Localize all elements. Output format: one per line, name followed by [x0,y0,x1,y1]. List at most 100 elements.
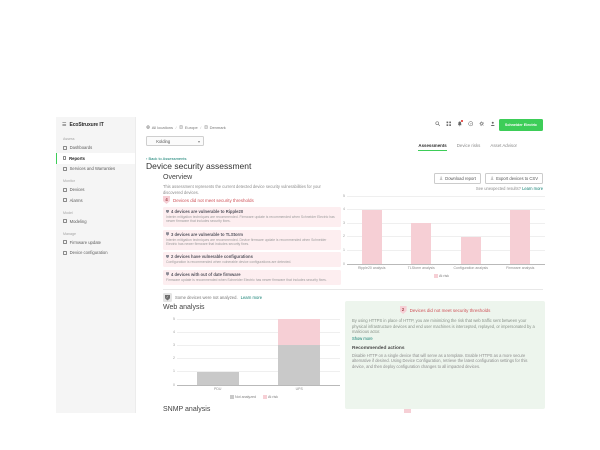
finding-item[interactable]: 4 devices are vulnerable to Ripple20 Inte… [163,207,341,227]
legend-label: Not analyzed [235,395,256,399]
tab-device-risks[interactable]: Device risks [456,143,481,148]
gridline [347,236,545,237]
bar-segment-at-risk [460,236,481,264]
finding-title-text: 4 devices with out of date firmware [171,271,241,277]
sidebar-item-label: Services and Warranties [69,166,116,172]
download-report-button[interactable]: Download report [433,173,481,184]
section-divider [163,289,543,290]
web-risk-badge[interactable]: 2 Devices did not meet security threshol… [352,306,538,314]
legend-entry-not-analyzed: Not analyzed [230,395,256,399]
x-tick-label: UPS [295,387,303,391]
finding-description: Interim mitigation techniques are recomm… [166,237,327,246]
gridline [177,371,340,372]
not-analyzed-text: Some devices were not analyzed. [175,295,238,300]
finding-item[interactable]: 3 devices are vulnerable to TLStorm Inter… [163,229,341,250]
unexpected-results-text: See unexpected results? [475,186,521,191]
legend-swatch [263,395,267,399]
bar-segment-at-risk [361,209,382,264]
overview-heading: Overview [163,174,193,181]
user-icon[interactable] [490,121,496,127]
x-tick-label: Ripple20 analysis [358,266,386,270]
snmp-analysis-heading: SNMP analysis [163,406,211,413]
gridline [347,195,545,196]
schneider-logo[interactable]: Schneider Electric [499,119,543,131]
bar-segment-not-analyzed [196,371,239,385]
gridline [177,318,340,319]
gridline [177,344,340,346]
not-analyzed-link[interactable]: Learn more [240,295,263,300]
sidebar-item-device-configuration[interactable]: Device configuration [56,248,135,259]
legend-swatch [230,395,234,399]
gray-shield-icon: ✓ [165,294,170,301]
finding-description: Interim mitigation techniques are recomm… [166,215,335,224]
sidebar-item-services-and-warranties[interactable]: Services and Warranties [56,164,135,175]
sidebar-item-devices[interactable]: Devices [56,185,135,196]
sidebar-item-modeling[interactable]: Modeling [56,216,135,227]
action-buttons: Download report Export devices to CSV [433,173,543,184]
gridline [177,384,340,385]
help-icon[interactable]: ? [467,121,474,127]
finding-item[interactable]: 4 devices with out of date firmware Firmw… [163,269,341,285]
breadcrumb-label: All locations [151,125,174,130]
tab-asset-advisor[interactable]: Asset Advisor [490,143,517,148]
findings-list: 4 devices are vulnerable to Ripple20 Inte… [163,207,341,287]
location-select-value: Kolding [156,138,171,144]
web-analysis-chart: 0 1 2 3 4 5 PDU UPS Not analyzed At risk [168,317,340,399]
app-logo: EcoStruxure IT [69,122,104,128]
sidebar-item-alarms[interactable]: Alarms [56,195,135,206]
sidebar-item-firmware-update[interactable]: Firmware update [56,237,135,248]
device-configuration-icon [63,250,67,255]
services-icon [63,166,67,171]
overview-risk-badge[interactable]: 4 Devices did not meet security threshol… [163,196,254,204]
y-tick-label: 0 [343,261,345,266]
y-tick-label: 3 [173,342,175,347]
firmware-update-icon [63,240,67,245]
sidebar-item-label: Devices [69,187,85,193]
search-icon[interactable] [434,121,441,127]
tab-assessments[interactable]: Assessments [418,143,447,151]
page-title: Device security assessment [146,161,252,171]
location-select[interactable]: Kolding ▾ [146,136,204,146]
overview-risk-label[interactable]: Devices did not meet security thresholds [173,197,254,203]
export-csv-button[interactable]: Export devices to CSV [484,173,543,184]
modeling-icon [63,219,67,224]
web-risk-label[interactable]: Devices did not meet security thresholds [409,307,491,313]
nav-group-label-assess: Assess [63,137,75,141]
nav-group-label-monitor: Monitor [63,179,75,183]
back-link[interactable]: ‹ Back to Assessments [146,156,187,161]
bars [177,319,340,385]
settings-icon[interactable] [478,121,485,127]
breadcrumb-item-all-locations[interactable]: All locations [146,125,173,130]
menu-icon[interactable]: ☰ [62,121,67,128]
not-analyzed-chip: ✓ [163,293,172,302]
legend-swatch [434,274,438,278]
finding-item[interactable]: 2 devices have vulnerable configurations… [163,252,341,267]
notifications-icon[interactable] [457,120,463,127]
download-report-label: Download report [445,176,476,181]
risk-shield-icon: 4 [163,196,170,204]
main-content: All locations / Europe / Denmark ? Schneider… [136,117,545,413]
nav-group-label-manage: Manage [63,231,76,236]
unexpected-results-link[interactable]: Learn more [522,186,543,191]
sidebar-item-reports[interactable]: Reports [56,153,135,164]
breadcrumb-label: Denmark [209,125,226,130]
apps-icon[interactable] [446,121,452,127]
breadcrumb-item-denmark[interactable]: Denmark [204,125,226,130]
x-axis-labels: PDU UPS [177,387,340,391]
y-tick-label: 3 [343,220,345,225]
building-icon [204,125,208,130]
bar-pdu [196,319,239,385]
notification-badge [460,120,463,123]
show-more-link[interactable]: Show more [352,335,373,341]
sidebar-item-label: Firmware update [69,239,102,245]
recommended-actions-text: Disable HTTP on a single device that wil… [352,352,528,369]
shield-icon [166,254,169,259]
web-analysis-heading: Web analysis [163,304,205,311]
overview-description: This assessment represents the current d… [163,184,321,195]
sidebar-item-dashboards[interactable]: Dashboards [56,143,135,154]
gridline [347,222,545,224]
breadcrumb-item-europe[interactable]: Europe [179,125,198,130]
y-tick-label: 1 [343,247,345,252]
bar-tlstorm-analysis [411,196,432,264]
breadcrumb-separator: / [200,125,202,130]
